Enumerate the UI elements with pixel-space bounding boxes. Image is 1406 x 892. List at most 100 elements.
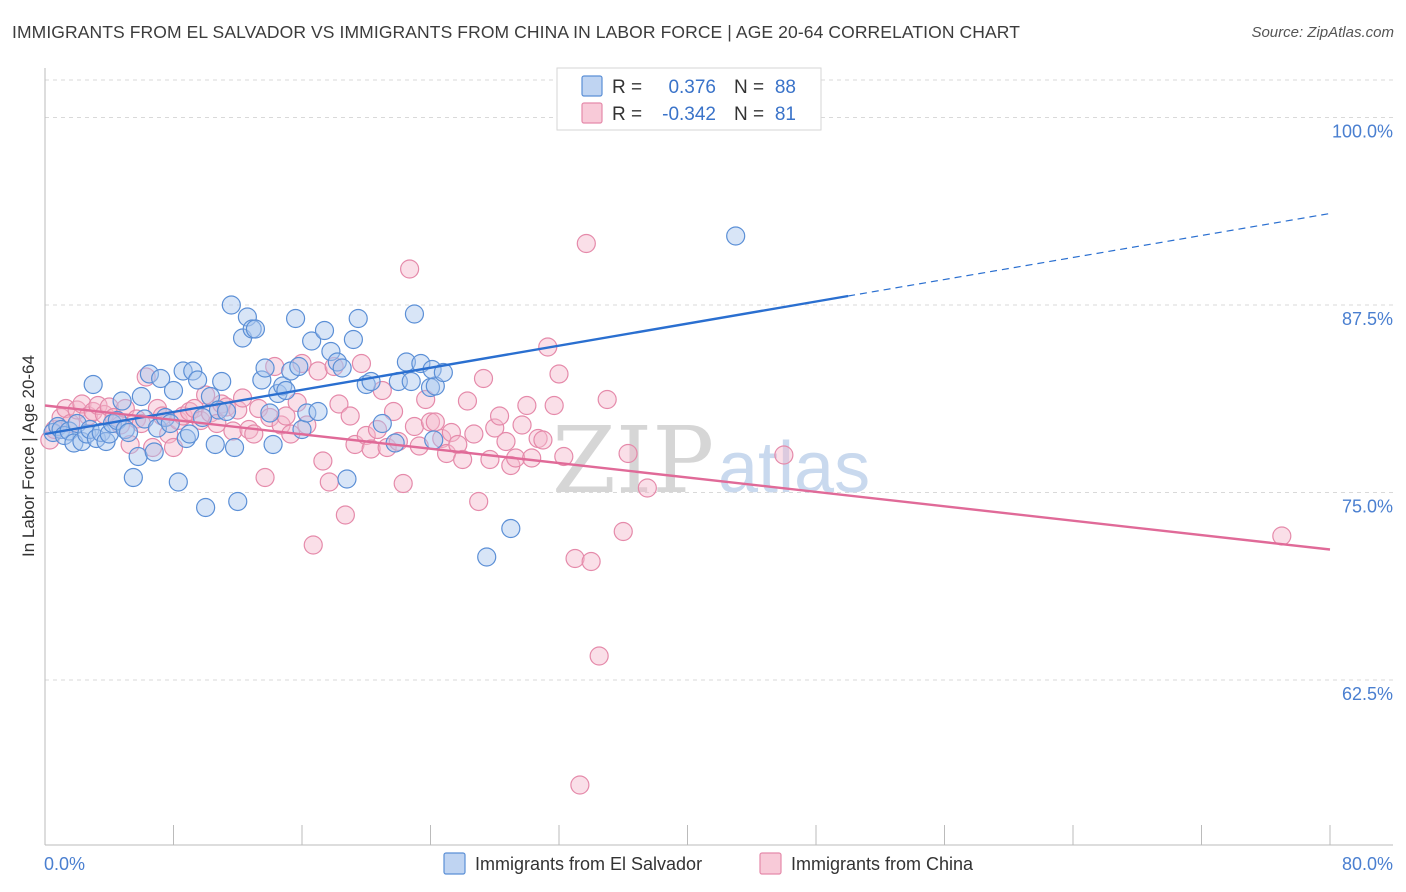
point-el-salvador [302, 331, 322, 351]
point-china [191, 410, 211, 431]
legend-n-label-2: N = [734, 104, 764, 125]
legend-r-label-1: R = [612, 77, 642, 98]
data-points [40, 226, 1292, 795]
point-el-salvador [151, 368, 171, 389]
point-el-salvador [205, 434, 225, 455]
y-tick-label: 87.5% [1342, 309, 1393, 329]
point-el-salvador [173, 361, 193, 381]
point-china [489, 406, 510, 426]
point-china [613, 521, 633, 542]
point-china [453, 449, 473, 470]
point-el-salvador [83, 374, 103, 395]
point-china [383, 401, 404, 422]
trend-line-china [44, 404, 1331, 551]
point-el-salvador [361, 371, 381, 392]
point-china [565, 548, 585, 569]
point-china [544, 395, 564, 416]
bottom-legend-label-el-salvador: Immigrants from El Salvador [475, 854, 702, 874]
bottom-legend-label-china: Immigrants from China [791, 854, 974, 874]
point-china [496, 431, 516, 452]
legend-r-label-2: R = [612, 104, 642, 125]
source-credit: Source: ZipAtlas.com [1251, 24, 1394, 41]
legend: R = 0.376 N = 88 R = -0.342 N = 81 [556, 67, 822, 131]
point-el-salvador [245, 319, 266, 339]
point-el-salvador [263, 434, 283, 455]
point-el-salvador [343, 329, 363, 350]
point-el-salvador [332, 358, 352, 378]
gridlines [45, 79, 1393, 681]
point-el-salvador [424, 430, 444, 450]
y-tick-labels: 62.5% 75.0% 87.5% 100.0% [1332, 122, 1393, 705]
point-china [554, 446, 574, 467]
legend-n-label-1: N = [734, 77, 764, 98]
point-china [340, 406, 360, 426]
point-china [522, 448, 542, 468]
point-china [292, 353, 312, 374]
point-china [416, 389, 436, 410]
point-el-salvador [289, 356, 309, 377]
bottom-legend-swatch-china [759, 852, 782, 875]
point-el-salvador [216, 401, 237, 422]
point-china [517, 395, 537, 416]
point-el-salvador [321, 341, 341, 362]
point-el-salvador [337, 469, 357, 489]
legend-swatch-blue [581, 75, 603, 97]
point-china [570, 775, 590, 795]
point-china [597, 389, 617, 410]
point-china [260, 407, 280, 428]
point-el-salvador [131, 386, 151, 407]
point-el-salvador [224, 437, 245, 458]
point-el-salvador [123, 467, 143, 488]
y-tick-label: 62.5% [1342, 684, 1393, 704]
chart-title: IMMIGRANTS FROM EL SALVADOR VS IMMIGRANT… [12, 22, 1021, 42]
point-china [485, 418, 505, 438]
point-china [303, 535, 323, 555]
x-tick-label-min: 0.0% [44, 854, 85, 874]
point-el-salvador [260, 403, 280, 423]
point-el-salvador [118, 422, 139, 443]
point-el-salvador [128, 446, 148, 467]
point-china [480, 449, 500, 470]
axes [44, 68, 1393, 846]
point-china [276, 406, 296, 426]
trend-lines [44, 212, 1331, 551]
watermark: ZIP atlas [552, 407, 870, 514]
x-tick-label-max: 80.0% [1342, 854, 1393, 874]
legend-r-value-2: -0.342 [662, 104, 716, 125]
point-el-salvador [255, 358, 275, 378]
point-el-salvador [252, 370, 272, 390]
point-el-salvador [433, 362, 453, 383]
point-china [255, 467, 275, 488]
point-china [404, 416, 425, 437]
bottom-legend-swatch-el-salvador [443, 852, 466, 875]
point-el-salvador [160, 413, 180, 434]
point-china [618, 443, 638, 464]
point-china [533, 430, 553, 450]
point-el-salvador [183, 361, 203, 381]
point-el-salvador [221, 295, 241, 315]
legend-n-value-1: 88 [775, 77, 796, 98]
point-china [329, 394, 349, 414]
legend-r-value-1: 0.376 [668, 77, 716, 98]
point-china [774, 445, 794, 465]
point-china [136, 367, 156, 387]
point-china [457, 391, 478, 411]
trend-line-el-salvador-extension [848, 212, 1331, 297]
point-el-salvador [144, 442, 164, 462]
point-el-salvador [179, 424, 200, 444]
point-el-salvador [404, 304, 425, 324]
y-tick-label: 100.0% [1332, 122, 1393, 142]
trend-line-el-salvador [44, 294, 849, 436]
point-el-salvador [168, 472, 188, 492]
point-china [313, 451, 333, 471]
point-china [441, 422, 461, 443]
point-el-salvador [187, 370, 208, 390]
bottom-legend: Immigrants from El Salvador Immigrants f… [443, 852, 974, 875]
point-china [448, 434, 468, 455]
point-el-salvador [501, 518, 521, 539]
legend-n-value-2: 81 [775, 104, 796, 125]
point-china [464, 424, 484, 444]
point-china [308, 361, 328, 381]
point-china [512, 415, 532, 435]
